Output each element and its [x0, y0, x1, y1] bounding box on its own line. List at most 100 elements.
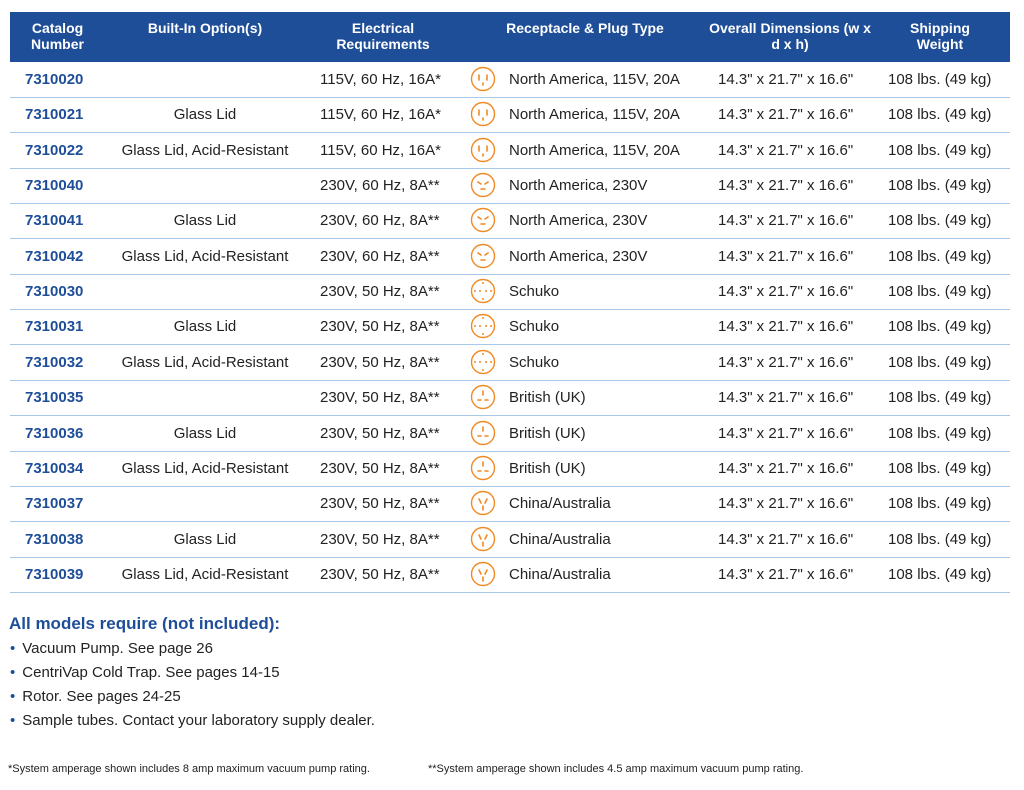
requirement-text: Vacuum Pump. See page 26	[22, 640, 213, 657]
plug-icon	[470, 66, 496, 92]
receptacle: British (UK)	[509, 389, 586, 407]
shipping-weight: 108 lbs. (49 kg)	[888, 565, 992, 583]
electrical: 115V, 60 Hz, 16A*	[320, 71, 441, 88]
plug-icon	[470, 172, 496, 198]
catalog-number: 7310032	[25, 353, 84, 371]
catalog-number: 7310040	[25, 177, 84, 195]
electrical: 230V, 50 Hz, 8A**	[320, 495, 440, 513]
requirement-text: Sample tubes. Contact your laboratory su…	[22, 712, 375, 729]
bullet: •	[10, 688, 16, 705]
icon-part	[485, 325, 487, 328]
plug-icon	[470, 349, 496, 374]
icon-part	[474, 290, 476, 293]
icon-part	[484, 569, 488, 575]
dimensions: 14.3" x 21.7" x 16.6"	[718, 530, 854, 548]
table-row: 7310040 230V, 60 Hz, 8A** North America, 2…	[10, 168, 1010, 205]
electrical: 230V, 50 Hz, 8A**	[320, 318, 440, 336]
shipping-weight: 108 lbs. (49 kg)	[888, 318, 992, 336]
icon-part	[482, 282, 484, 285]
catalog-number: 7310039	[25, 565, 84, 583]
icon-part	[490, 290, 492, 293]
icon-part	[482, 298, 484, 301]
icon-part	[482, 333, 484, 336]
electrical: 230V, 60 Hz, 8A**	[320, 177, 440, 195]
receptacle: China/Australia	[509, 530, 611, 548]
electrical: 230V, 50 Hz, 8A**	[320, 424, 440, 442]
table-row: 7310038 Glass Lid 230V, 50 Hz, 8A** China/A…	[10, 522, 1010, 558]
receptacle: North America, 230V	[509, 212, 648, 230]
dimensions: 14.3" x 21.7" x 16.6"	[718, 177, 854, 195]
receptacle: British (UK)	[509, 459, 586, 477]
receptacle: China/Australia	[509, 565, 611, 583]
built-in-option: Glass Lid, Acid-Resistant	[121, 353, 289, 371]
catalog-number: 7310034	[25, 459, 84, 477]
dimensions: 14.3" x 21.7" x 16.6"	[718, 353, 854, 371]
icon-part	[484, 533, 488, 540]
bullet: •	[10, 664, 16, 681]
catalog-number: 7310030	[25, 283, 84, 301]
icon-part	[470, 102, 496, 127]
receptacle: China/Australia	[509, 495, 611, 513]
plug-icon	[470, 314, 496, 339]
table-row: 7310031 Glass Lid 230V, 50 Hz, 8A** Schuko 1…	[10, 309, 1010, 346]
table-header: Catalog Number Built-In Option(s) Electric…	[10, 12, 1010, 62]
catalog-number: 7310041	[25, 212, 84, 230]
icon-part	[474, 325, 476, 328]
table-row: 7310042 Glass Lid, Acid-Resistant 230V, 60…	[10, 239, 1010, 275]
table-row: 7310039 Glass Lid, Acid-Resistant 230V, 50…	[10, 557, 1010, 593]
dimensions: 14.3" x 21.7" x 16.6"	[718, 247, 854, 265]
dimensions: 14.3" x 21.7" x 16.6"	[718, 424, 854, 442]
plug-icon	[470, 102, 496, 127]
table-row: 7310037 230V, 50 Hz, 8A** China/Australia 1…	[10, 486, 1010, 523]
electrical: 230V, 50 Hz, 8A**	[320, 389, 440, 407]
built-in-option: Glass Lid, Acid-Resistant	[121, 565, 289, 583]
icon-part	[470, 314, 496, 339]
table-row: 7310035 230V, 50 Hz, 8A** British (UK) 14.3…	[10, 380, 1010, 417]
requirements-title: All models require (not included):	[9, 614, 281, 633]
plug-icon	[470, 420, 496, 445]
receptacle: North America, 230V	[509, 247, 648, 265]
icon-part	[482, 317, 484, 320]
built-in-option: Glass Lid	[173, 106, 237, 124]
electrical: 230V, 50 Hz, 8A**	[320, 459, 440, 477]
shipping-weight: 108 lbs. (49 kg)	[888, 106, 992, 124]
column-header: Shipping Weight	[910, 20, 970, 52]
icon-part	[470, 172, 496, 198]
shipping-weight: 108 lbs. (49 kg)	[888, 71, 992, 88]
icon-part	[470, 349, 496, 374]
icon-part	[470, 526, 496, 551]
built-in-option: Glass Lid	[173, 318, 237, 336]
icon-part	[479, 290, 481, 293]
dimensions: 14.3" x 21.7" x 16.6"	[718, 71, 854, 88]
requirement-text: CentriVap Cold Trap. See pages 14-15	[22, 664, 280, 681]
icon-part	[470, 278, 496, 304]
icon-part	[477, 251, 482, 256]
icon-part	[485, 290, 487, 293]
icon-part	[478, 569, 482, 575]
icon-part	[478, 533, 482, 540]
shipping-weight: 108 lbs. (49 kg)	[888, 530, 992, 548]
column-header: Receptacle & Plug Type	[506, 20, 664, 36]
catalog-number: 7310037	[25, 495, 84, 513]
icon-part	[470, 208, 496, 233]
electrical: 230V, 60 Hz, 8A**	[320, 212, 440, 230]
dimensions: 14.3" x 21.7" x 16.6"	[718, 318, 854, 336]
footnote: *System amperage shown includes 8 amp ma…	[8, 763, 370, 775]
requirement-text: Rotor. See pages 24-25	[22, 688, 181, 705]
icon-part	[477, 181, 482, 185]
receptacle: Schuko	[509, 353, 560, 371]
built-in-option: Glass Lid	[173, 424, 237, 442]
bullet: •	[10, 712, 16, 729]
shipping-weight: 108 lbs. (49 kg)	[888, 495, 992, 513]
plug-icon	[470, 490, 496, 516]
catalog-number: 7310021	[25, 106, 84, 124]
icon-part	[470, 384, 496, 410]
receptacle: Schuko	[509, 283, 560, 301]
column-header: Built-In Option(s)	[147, 20, 263, 36]
shipping-weight: 108 lbs. (49 kg)	[888, 247, 992, 265]
column-header: Electrical Requirements	[336, 20, 430, 52]
dimensions: 14.3" x 21.7" x 16.6"	[718, 565, 854, 583]
table-row: 7310030 230V, 50 Hz, 8A** Schuko 14.3" x 21…	[10, 274, 1010, 311]
dimensions: 14.3" x 21.7" x 16.6"	[718, 495, 854, 513]
